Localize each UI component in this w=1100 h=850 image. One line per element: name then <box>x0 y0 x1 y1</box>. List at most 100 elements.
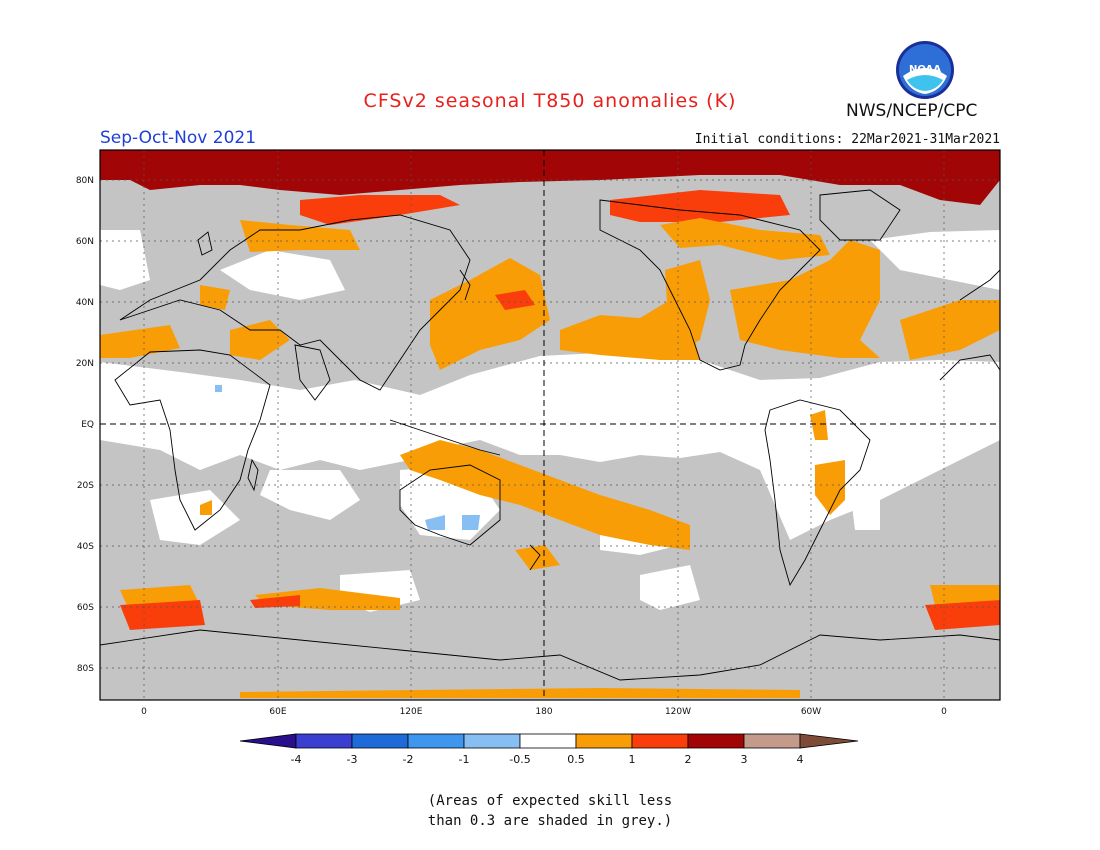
colorbar-bin-1 <box>295 733 353 749</box>
colorbar-bin-2 <box>351 733 409 749</box>
colorbar-label: 4 <box>797 753 804 766</box>
warm-south-atlantic-east <box>900 300 1000 360</box>
colorbar-arrow-min <box>239 733 297 749</box>
lat-label-40n: 40N <box>76 298 94 308</box>
lon-label-60e: 60E <box>269 707 286 717</box>
white-region-southern-ocean <box>260 470 360 520</box>
coast-madagascar <box>247 458 259 492</box>
skill-note-line-2: than 0.3 are shaded in grey.) <box>427 813 673 829</box>
colorbar-label: -4 <box>291 753 302 766</box>
colorbar-bin-6 <box>575 733 633 749</box>
warm-amazon <box>810 410 828 440</box>
warm-west-north-america <box>665 260 710 350</box>
white-region-west <box>100 230 150 290</box>
coast-new-zealand <box>529 544 541 571</box>
arctic-warm-anomaly <box>100 150 1000 205</box>
noaa-logo-text: NOAA <box>909 64 941 75</box>
lat-label-80n: 80N <box>76 176 94 186</box>
warm-north-pacific-core <box>495 290 535 310</box>
white-region-europe <box>220 250 345 300</box>
warm-south-america <box>815 460 845 515</box>
skill-note: (Areas of expected skill less than 0.3 a… <box>0 791 1100 831</box>
lat-label-60s: 60S <box>77 603 94 613</box>
map-fields <box>100 150 1000 700</box>
colorbar-label: 2 <box>685 753 692 766</box>
warm-south-africa <box>200 500 212 515</box>
warm-west-africa <box>100 325 180 358</box>
lat-label-eq: EQ <box>81 420 94 430</box>
map-frame <box>99 149 1001 701</box>
colorbar-label: -1 <box>459 753 470 766</box>
graticule <box>100 150 1000 700</box>
colorbar-bin-9 <box>743 733 801 749</box>
warm-north-pacific <box>430 258 550 370</box>
colorbar-label: 0.5 <box>567 753 585 766</box>
lon-label-120w: 120W <box>665 707 691 717</box>
colorbar-label: 1 <box>629 753 636 766</box>
warm-mediterranean <box>200 285 230 310</box>
warm-europe-north <box>240 220 360 252</box>
coast-africa <box>114 349 271 531</box>
noaa-logo: NOAA <box>896 41 954 99</box>
white-region-s-atlantic <box>850 480 880 530</box>
warm-north-atlantic <box>730 240 880 358</box>
agency-label: NWS/NCEP/CPC <box>846 101 978 121</box>
warm-southern-ocean-east <box>930 585 1000 605</box>
longitude-labels: 0 60E 120E 180 120W 60W 0 <box>141 707 947 717</box>
lat-label-80s: 80S <box>77 664 94 674</box>
warm-southern-ocean-west-core <box>120 600 205 630</box>
colorbar-label: -0.5 <box>509 753 530 766</box>
warm-southern-ocean-east-core <box>925 600 1000 630</box>
lon-label-120e: 120E <box>400 707 423 717</box>
colorbar-bin-5 <box>519 733 577 749</box>
lon-label-0-east: 0 <box>941 707 947 717</box>
equator-and-dateline <box>100 150 1000 700</box>
arctic-red-orange-2 <box>610 190 790 222</box>
colorbar-label: 3 <box>741 753 748 766</box>
coast-uk <box>197 231 213 256</box>
coast-south-america <box>764 399 871 587</box>
white-region-north-atlantic <box>870 230 1000 290</box>
lat-label-40s: 40S <box>77 542 94 552</box>
lon-label-0-west: 0 <box>141 707 147 717</box>
coast-north-america <box>599 199 821 371</box>
map-title: CFSv2 seasonal T850 anomalies (K) <box>363 90 737 112</box>
arctic-red-orange-1 <box>300 195 460 225</box>
colorbar <box>239 733 859 749</box>
warm-antarctic-edge <box>240 688 800 698</box>
white-region-south-pacific <box>640 565 700 610</box>
cool-australia-1 <box>425 515 445 530</box>
coast-europe-asia <box>119 214 471 391</box>
lat-label-20n: 20N <box>76 359 94 369</box>
colorbar-labels: -4 -3 -2 -1 -0.5 0.5 1 2 3 4 <box>291 753 804 766</box>
coastlines <box>100 189 1000 681</box>
colorbar-bin-3 <box>407 733 465 749</box>
season-label: Sep-Oct-Nov 2021 <box>100 128 257 148</box>
colorbar-arrow-max <box>799 733 859 749</box>
tropical-white-band <box>100 352 1000 540</box>
coast-africa-west <box>939 354 1000 381</box>
cool-africa <box>215 385 222 392</box>
lat-label-20s: 20S <box>77 481 94 491</box>
coast-japan <box>459 269 471 301</box>
coast-greenland <box>819 189 901 241</box>
white-region-indian-ocean <box>150 490 240 545</box>
lat-label-60n: 60N <box>76 237 94 247</box>
coast-indonesia <box>389 419 501 456</box>
cool-australia-2 <box>462 515 480 530</box>
warm-new-zealand <box>515 545 560 570</box>
colorbar-bin-4 <box>463 733 521 749</box>
colorbar-label: -2 <box>403 753 414 766</box>
warm-west-pacific <box>400 440 690 550</box>
colorbar-label: -3 <box>347 753 358 766</box>
initial-conditions-label: Initial conditions: 22Mar2021-31Mar2021 <box>694 132 1000 147</box>
warm-ne-pacific <box>560 300 700 360</box>
lon-label-180: 180 <box>535 707 552 717</box>
coast-antarctica <box>100 629 1000 681</box>
coast-europe-east <box>959 269 1000 301</box>
latitude-labels: 80N 60N 40N 20N EQ 20S 40S 60S 80S <box>76 176 94 674</box>
skill-note-line-1: (Areas of expected skill less <box>427 793 673 809</box>
warm-southern-ocean-mid-core <box>250 595 300 608</box>
warm-canada <box>660 218 830 260</box>
coast-australia <box>399 464 501 546</box>
